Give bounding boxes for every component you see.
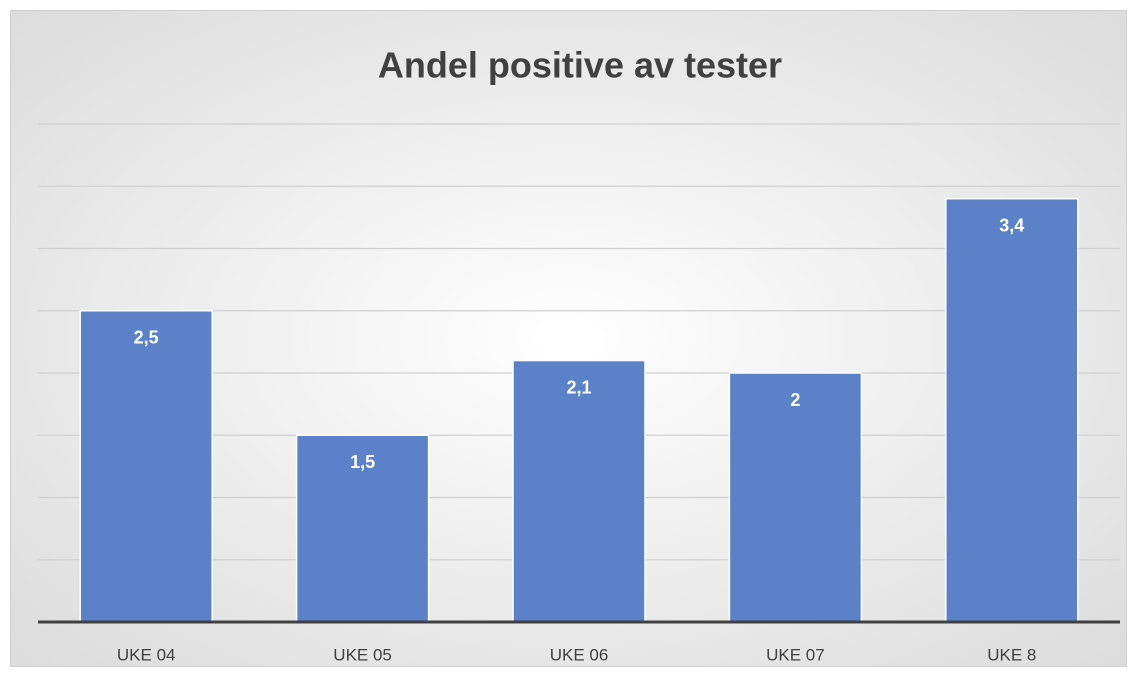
x-tick-label: UKE 8	[987, 645, 1036, 664]
data-label: 2,5	[134, 328, 159, 348]
bar	[728, 372, 863, 623]
x-tick-label: UKE 05	[333, 645, 392, 664]
data-label: 1,5	[350, 452, 375, 472]
data-label: 2	[790, 390, 800, 410]
x-tick-label: UKE 07	[766, 645, 825, 664]
x-tick-label: UKE 06	[550, 645, 609, 664]
data-label: 3,4	[999, 215, 1024, 235]
bar	[512, 359, 646, 623]
bar	[945, 197, 1079, 623]
chart-title: Andel positive av tester	[378, 45, 782, 86]
data-label: 2,1	[566, 377, 591, 397]
bar	[79, 310, 213, 623]
x-tick-label: UKE 04	[117, 645, 176, 664]
